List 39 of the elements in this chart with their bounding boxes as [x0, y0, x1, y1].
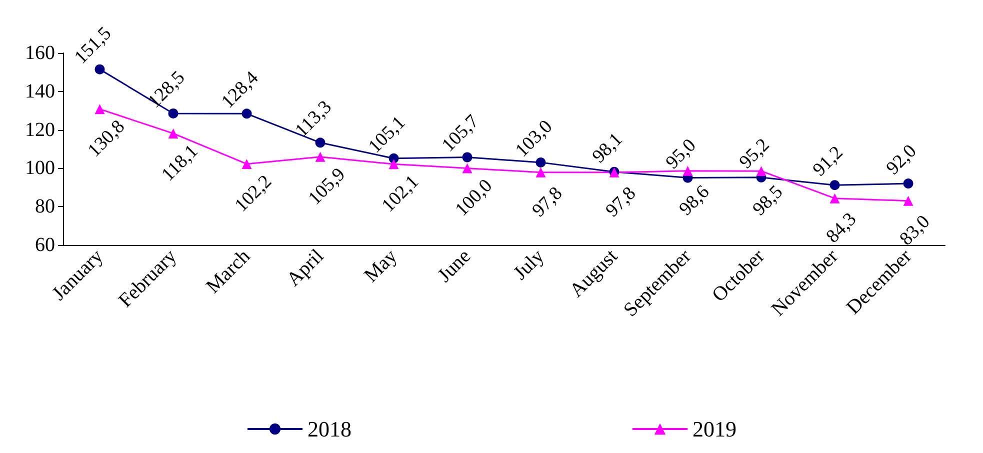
point — [168, 128, 178, 138]
y-tick-label: 80 — [35, 196, 55, 218]
point — [168, 108, 178, 118]
x-tick-label: May — [360, 245, 402, 287]
data-label: 95,2 — [735, 134, 774, 173]
point — [462, 152, 472, 162]
y-tick-label: 100 — [25, 157, 55, 180]
point — [242, 108, 252, 119]
x-tick-label: July — [509, 245, 549, 284]
point — [315, 138, 326, 148]
point — [536, 167, 546, 178]
point — [536, 157, 546, 168]
data-label: 84,3 — [822, 208, 861, 248]
data-label: 91,2 — [808, 142, 848, 181]
data-label: 98,5 — [748, 182, 788, 220]
point — [462, 163, 472, 174]
legend-label: 2019 — [692, 416, 736, 442]
point — [315, 152, 326, 162]
data-label: 95,0 — [662, 134, 700, 174]
point — [388, 159, 399, 170]
data-label: 98,6 — [675, 181, 714, 220]
data-label: 97,8 — [602, 182, 640, 222]
point — [903, 196, 914, 206]
point — [830, 180, 840, 190]
data-label: 92,0 — [882, 140, 921, 180]
y-tick-label: 120 — [25, 118, 55, 141]
x-tick-label: June — [434, 245, 476, 287]
point — [94, 64, 105, 74]
point — [242, 158, 252, 169]
y-tick-label: 140 — [25, 80, 55, 102]
data-label: 97,8 — [528, 182, 567, 222]
data-label: 98,1 — [588, 128, 627, 168]
y-tick-label: 60 — [35, 234, 55, 256]
point — [903, 178, 914, 189]
legend-label: 2018 — [308, 416, 352, 442]
data-label: 83,0 — [896, 211, 934, 250]
point — [94, 104, 105, 114]
y-tick-label: 160 — [25, 42, 55, 64]
point — [830, 193, 840, 204]
